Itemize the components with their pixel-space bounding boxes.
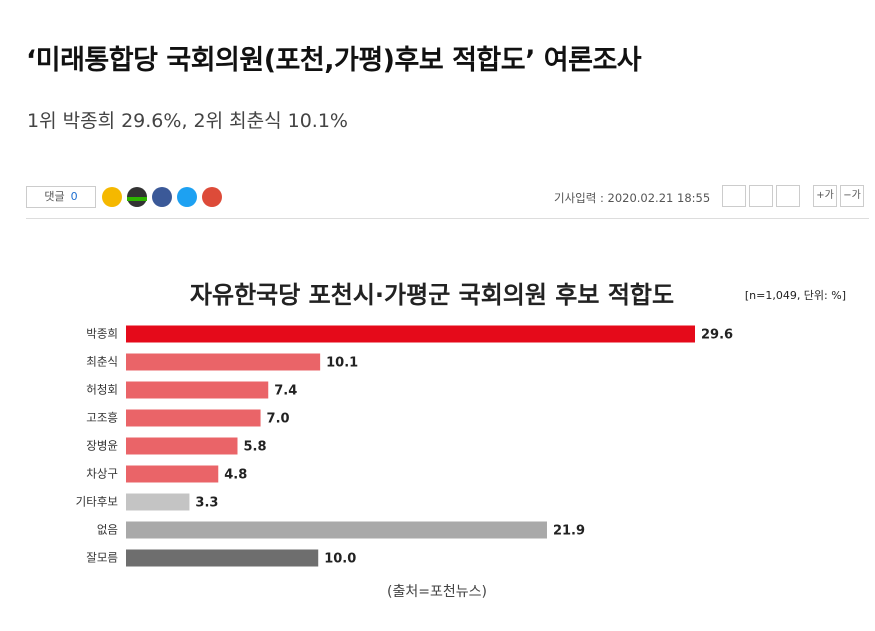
category-label: 박종희 — [86, 327, 118, 341]
category-label: 허청회 — [86, 383, 118, 397]
value-label: 10.0 — [324, 552, 356, 567]
value-label: 4.8 — [224, 468, 247, 483]
published-date: 기사입력 : 2020.02.21 18:55 — [554, 191, 711, 205]
category-label: 잘모름 — [86, 551, 118, 565]
save-button[interactable] — [776, 185, 800, 207]
comments-label: 댓글 — [44, 190, 65, 203]
share-icons — [102, 187, 222, 207]
divider — [26, 218, 869, 219]
bar — [126, 353, 321, 371]
value-label: 5.8 — [243, 440, 266, 455]
headline: ‘미래통합당 국회의원(포천,가평)후보 적합도’ 여론조사 — [26, 45, 642, 76]
value-label: 29.6 — [701, 328, 733, 343]
subheadline: 1위 박종희 29.6%, 2위 최춘식 10.1% — [27, 110, 348, 132]
category-label: 기타후보 — [76, 495, 118, 509]
chart-source: (출처=포천뉴스) — [387, 584, 487, 600]
bar — [126, 549, 319, 567]
bar — [126, 325, 695, 343]
comments-count: 0 — [70, 190, 78, 203]
category-label: 장병윤 — [86, 439, 118, 453]
print-button[interactable] — [722, 185, 746, 207]
email-button[interactable] — [749, 185, 773, 207]
share-band-stripe — [127, 197, 147, 201]
category-label: 고조흥 — [86, 411, 118, 425]
share-google[interactable] — [202, 187, 222, 207]
category-label: 최춘식 — [86, 355, 118, 369]
chart-note: [n=1,049, 단위: %] — [745, 289, 846, 302]
category-label: 없음 — [97, 523, 118, 537]
chart-title: 자유한국당 포천시·가평군 국회의원 후보 적합도 — [190, 281, 674, 309]
category-label: 차상구 — [86, 467, 118, 481]
value-label: 10.1 — [326, 356, 358, 371]
bar — [126, 381, 269, 399]
share-twitter[interactable] — [177, 187, 197, 207]
font-down-button[interactable]: −가 — [840, 185, 864, 207]
font-up-button[interactable]: +가 — [813, 185, 837, 207]
bar — [126, 493, 190, 511]
value-label: 21.9 — [553, 524, 585, 539]
value-label: 7.0 — [267, 412, 290, 427]
comments-button[interactable]: 댓글 0 — [26, 186, 96, 208]
bar — [126, 409, 261, 427]
bar — [126, 465, 219, 483]
bar — [126, 437, 238, 455]
share-kakaostory[interactable] — [102, 187, 122, 207]
chart: 자유한국당 포천시·가평군 국회의원 후보 적합도 [n=1,049, 단위: … — [76, 281, 846, 600]
value-label: 7.4 — [274, 384, 297, 399]
share-facebook[interactable] — [152, 187, 172, 207]
toolbar: 댓글 0 기사입력 : 2020.02.21 18:55 +가 −가 — [26, 184, 869, 210]
bar — [126, 521, 547, 539]
value-label: 3.3 — [195, 496, 218, 511]
